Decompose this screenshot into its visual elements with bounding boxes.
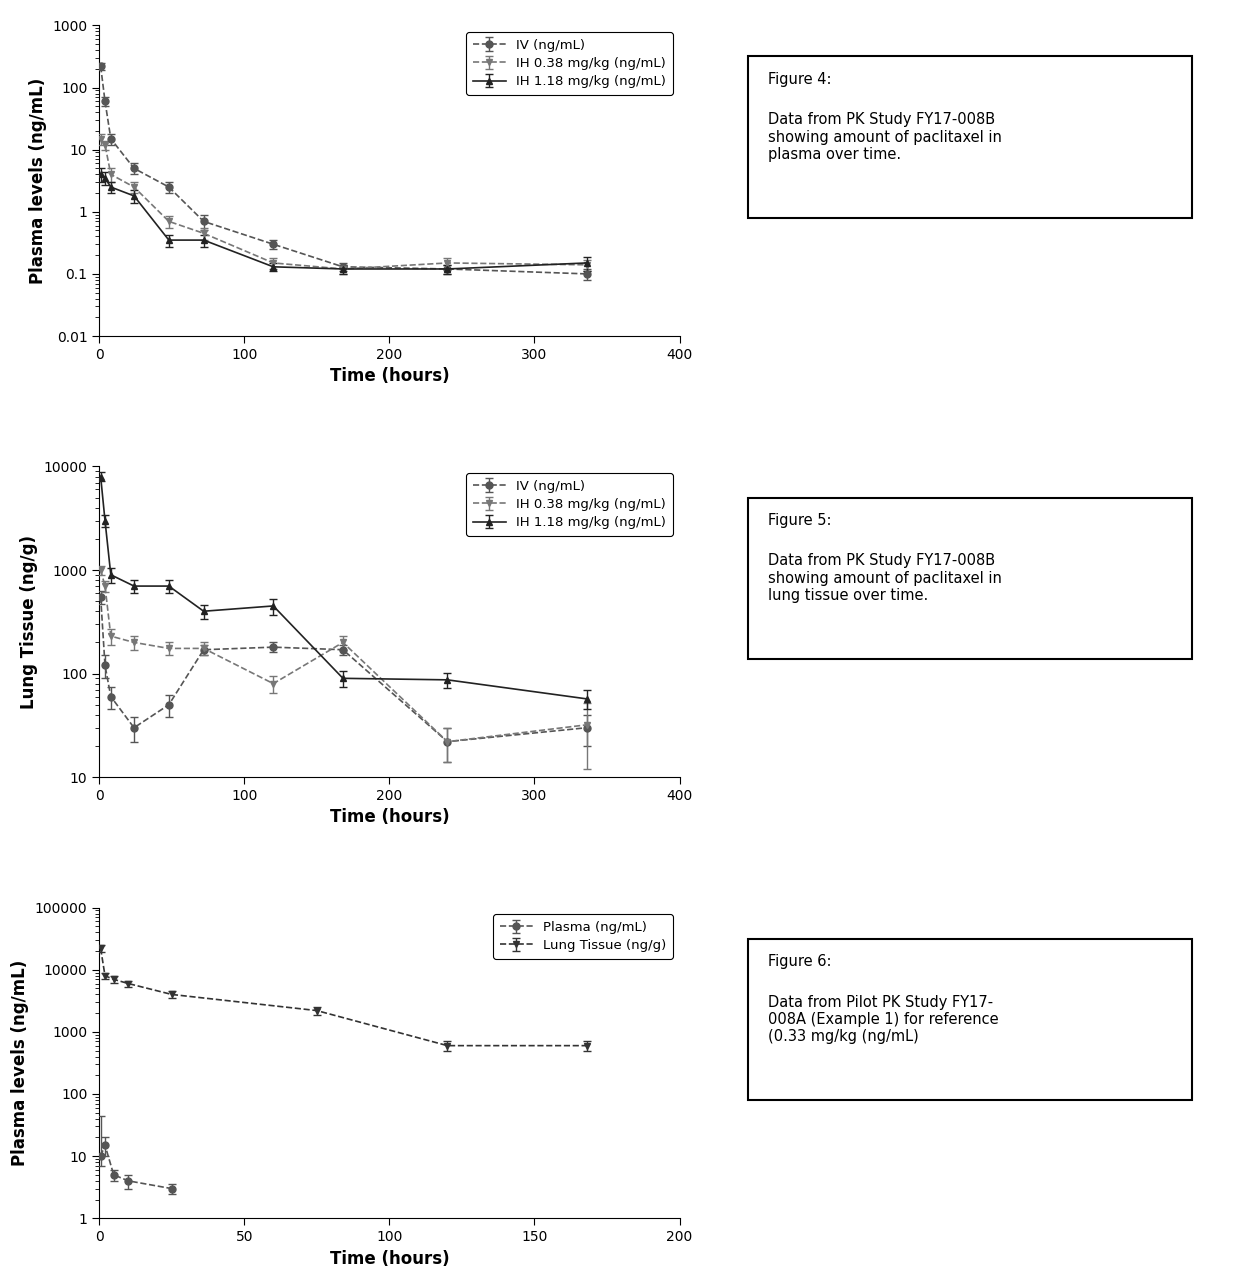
Y-axis label: Plasma levels (ng/mL): Plasma levels (ng/mL) <box>11 959 30 1166</box>
Text: Data from PK Study FY17-008B
showing amount of paclitaxel in
plasma over time.: Data from PK Study FY17-008B showing amo… <box>769 113 1002 162</box>
Bar <box>748 939 1193 1100</box>
Text: Figure 5:: Figure 5: <box>769 513 832 528</box>
Text: Data from Pilot PK Study FY17-
008A (Example 1) for reference
(0.33 mg/kg (ng/mL: Data from Pilot PK Study FY17- 008A (Exa… <box>769 995 999 1044</box>
Bar <box>748 56 1193 218</box>
X-axis label: Time (hours): Time (hours) <box>330 368 449 386</box>
Legend: IV (ng/mL), IH 0.38 mg/kg (ng/mL), IH 1.18 mg/kg (ng/mL): IV (ng/mL), IH 0.38 mg/kg (ng/mL), IH 1.… <box>466 32 673 95</box>
Y-axis label: Plasma levels (ng/mL): Plasma levels (ng/mL) <box>29 77 47 284</box>
Text: Figure 4:: Figure 4: <box>769 72 832 88</box>
Text: Figure 6:: Figure 6: <box>769 954 832 970</box>
Legend: IV (ng/mL), IH 0.38 mg/kg (ng/mL), IH 1.18 mg/kg (ng/mL): IV (ng/mL), IH 0.38 mg/kg (ng/mL), IH 1.… <box>466 473 673 536</box>
X-axis label: Time (hours): Time (hours) <box>330 1250 449 1268</box>
Text: Data from PK Study FY17-008B
showing amount of paclitaxel in
lung tissue over ti: Data from PK Study FY17-008B showing amo… <box>769 553 1002 603</box>
Y-axis label: Lung Tissue (ng/g): Lung Tissue (ng/g) <box>20 534 38 709</box>
Bar <box>748 497 1193 659</box>
X-axis label: Time (hours): Time (hours) <box>330 808 449 826</box>
Legend: Plasma (ng/mL), Lung Tissue (ng/g): Plasma (ng/mL), Lung Tissue (ng/g) <box>494 914 673 958</box>
